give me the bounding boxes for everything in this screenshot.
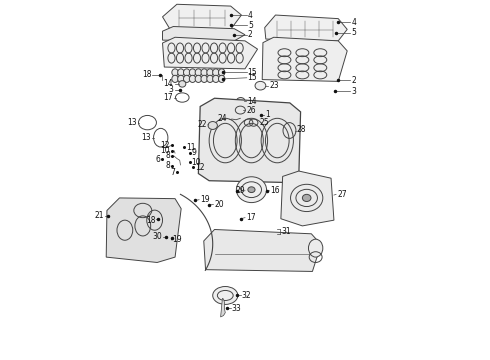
Text: 10: 10 [192,158,201,167]
Ellipse shape [183,75,190,82]
Text: 13: 13 [142,133,151,142]
Text: 6: 6 [155,155,160,164]
Text: 15: 15 [247,73,257,82]
Text: 20: 20 [215,200,224,209]
Text: 2: 2 [248,30,253,39]
Ellipse shape [236,98,245,105]
Text: 10: 10 [160,146,170,155]
Text: 29: 29 [235,186,245,195]
Text: 22: 22 [197,120,207,129]
Text: 24: 24 [218,114,227,123]
Ellipse shape [207,75,213,82]
Ellipse shape [195,75,201,82]
Ellipse shape [213,69,219,76]
Ellipse shape [201,75,207,82]
Ellipse shape [213,75,219,82]
Ellipse shape [255,81,266,90]
Polygon shape [163,37,258,69]
Ellipse shape [219,69,225,76]
Ellipse shape [189,75,196,82]
Ellipse shape [302,194,311,202]
Text: 5: 5 [248,21,253,30]
Polygon shape [265,15,347,41]
Polygon shape [220,298,225,317]
Polygon shape [262,37,347,81]
Text: 23: 23 [269,81,279,90]
Text: 21: 21 [95,211,104,220]
Polygon shape [163,27,245,41]
Text: 16: 16 [270,186,280,195]
Ellipse shape [309,239,323,257]
Ellipse shape [179,81,186,87]
Polygon shape [281,171,334,226]
Text: 1: 1 [265,110,270,119]
Text: 19: 19 [172,235,182,244]
Text: 17: 17 [246,213,256,222]
Text: 11: 11 [186,143,196,152]
Ellipse shape [236,177,267,203]
Text: 8: 8 [165,161,170,170]
Ellipse shape [178,69,184,76]
Polygon shape [163,4,242,30]
Text: 18: 18 [142,71,152,80]
Ellipse shape [172,69,178,76]
Text: 33: 33 [231,303,241,312]
Text: 18: 18 [146,216,155,225]
Text: 3: 3 [351,86,356,95]
Polygon shape [204,229,321,271]
Ellipse shape [178,75,184,82]
Text: 32: 32 [242,291,251,300]
Text: 17: 17 [163,93,172,102]
Polygon shape [106,198,181,262]
Text: 15: 15 [247,68,257,77]
Ellipse shape [213,287,238,305]
Ellipse shape [172,75,178,82]
Ellipse shape [201,69,207,76]
Ellipse shape [183,69,190,76]
Text: 8: 8 [165,152,170,161]
Text: 13: 13 [127,118,137,127]
Text: 19: 19 [200,195,210,204]
Text: 27: 27 [337,190,347,199]
Text: 12: 12 [161,141,170,150]
Ellipse shape [248,187,255,193]
Ellipse shape [219,75,225,82]
Text: 5: 5 [351,28,356,37]
Ellipse shape [189,69,196,76]
Ellipse shape [195,69,201,76]
Ellipse shape [208,122,218,130]
Text: 4: 4 [248,10,253,19]
Text: 2: 2 [351,76,356,85]
Text: 7: 7 [170,168,175,177]
Text: 28: 28 [297,125,307,134]
Text: 25: 25 [259,118,269,127]
Ellipse shape [207,69,213,76]
Text: 14: 14 [247,96,256,105]
Text: 9: 9 [192,148,196,157]
Text: 12: 12 [195,163,205,172]
Text: 14: 14 [164,80,173,89]
Text: 30: 30 [153,232,163,241]
Polygon shape [198,98,300,183]
Text: 26: 26 [246,105,256,114]
Text: 3: 3 [169,85,173,94]
Text: 31: 31 [282,228,291,237]
Text: 4: 4 [351,18,356,27]
